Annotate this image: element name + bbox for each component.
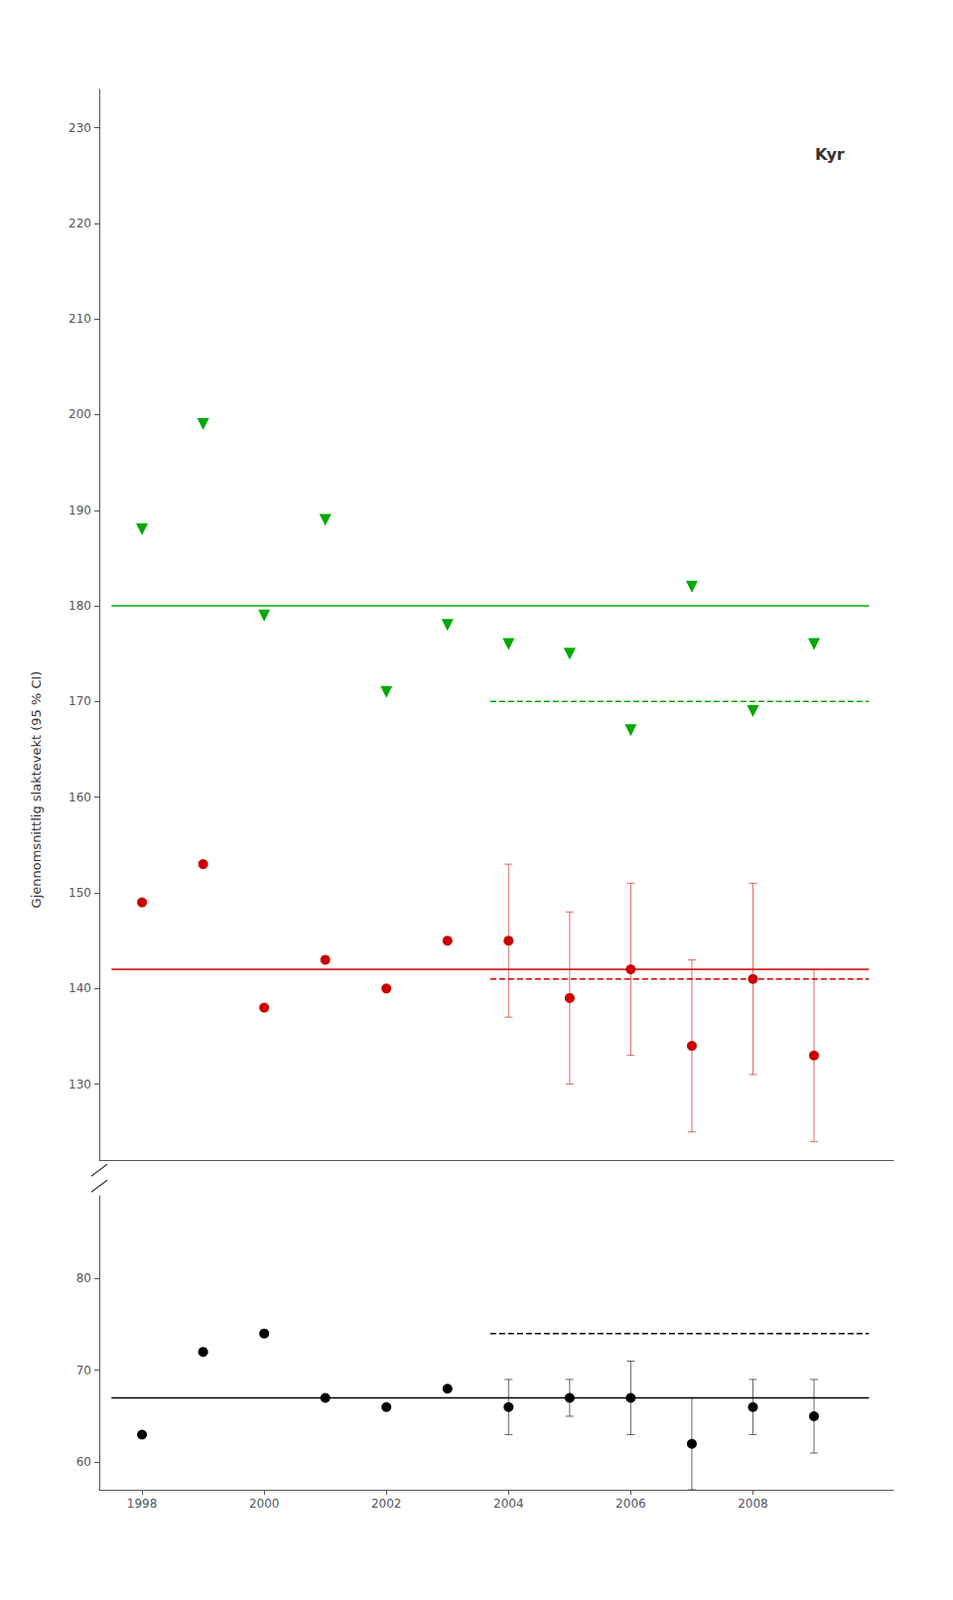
svg-text:160: 160: [68, 790, 92, 805]
svg-text:1998: 1998: [127, 1496, 158, 1510]
svg-text:70: 70: [76, 1362, 92, 1377]
svg-text:60: 60: [76, 1454, 92, 1469]
svg-text:180: 180: [68, 598, 92, 613]
svg-text:2004: 2004: [493, 1496, 525, 1510]
svg-text:220: 220: [68, 216, 92, 231]
svg-text:200: 200: [68, 407, 92, 421]
svg-text:80: 80: [76, 1270, 92, 1285]
svg-text:230: 230: [68, 121, 92, 136]
svg-text:170: 170: [68, 693, 92, 708]
svg-text:2006: 2006: [615, 1496, 647, 1510]
svg-text:2000: 2000: [249, 1496, 280, 1510]
svg-text:210: 210: [68, 311, 92, 326]
svg-text:190: 190: [68, 503, 92, 518]
svg-text:2008: 2008: [737, 1496, 769, 1510]
svg-text:140: 140: [68, 980, 92, 995]
svg-text:130: 130: [68, 1077, 92, 1091]
svg-text:150: 150: [68, 885, 92, 900]
svg-text:2002: 2002: [371, 1496, 403, 1510]
svg-text:Gjennomsnittlig slaktevekt (95: Gjennomsnittlig slaktevekt (95 % CI): [28, 671, 44, 909]
svg-text:Kyr: Kyr: [815, 144, 845, 164]
